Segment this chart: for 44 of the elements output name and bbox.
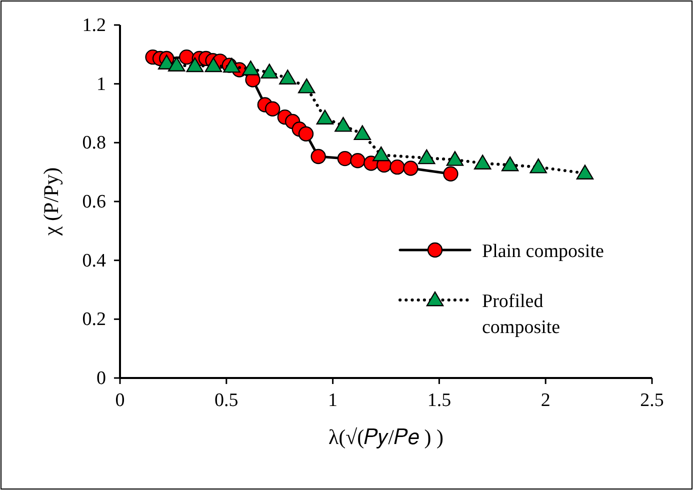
point <box>316 110 334 124</box>
x-tick-label: 1 <box>328 390 338 411</box>
point <box>264 101 280 116</box>
point <box>372 146 390 162</box>
y-tick-label: 0 <box>96 368 106 389</box>
point <box>168 56 186 72</box>
point <box>298 78 316 94</box>
y-tick-label: 0.6 <box>82 192 106 212</box>
point <box>298 126 314 142</box>
legend-label: Plain composite <box>482 241 604 262</box>
point <box>443 166 458 182</box>
x-tick-label: 2 <box>540 390 550 411</box>
y-tick-label: 1 <box>96 74 106 95</box>
y-tick-label: 1.2 <box>82 15 106 36</box>
y-tick-label: 0.4 <box>82 250 106 272</box>
y-tick-label: 0.8 <box>82 132 106 154</box>
x-axis-title: λ(√(𝑃𝑦/𝑃𝑒 ) ) <box>328 425 444 449</box>
point <box>310 148 326 164</box>
point <box>354 125 371 140</box>
point <box>390 159 405 175</box>
y-axis-title: χ (P/Py) <box>39 167 63 237</box>
point <box>474 154 492 170</box>
point <box>186 57 204 72</box>
x-tick-label: 0 <box>115 390 125 411</box>
point <box>242 60 260 76</box>
point <box>403 160 418 176</box>
point <box>334 117 352 132</box>
point <box>446 151 464 166</box>
point <box>279 70 296 84</box>
point <box>530 158 547 174</box>
point <box>223 58 240 73</box>
point <box>179 49 194 65</box>
x-tick-label: 2.5 <box>640 390 664 411</box>
point <box>350 153 366 168</box>
point <box>260 64 278 79</box>
x-tick-label: 0.5 <box>214 390 238 411</box>
x-tick-label: 1.5 <box>427 390 452 411</box>
point <box>418 149 436 164</box>
point <box>204 57 222 72</box>
point <box>576 164 594 180</box>
point <box>501 156 519 172</box>
legend-label: Profiled composite <box>482 291 560 338</box>
y-tick-label: 0.2 <box>82 309 106 330</box>
point <box>337 150 353 166</box>
